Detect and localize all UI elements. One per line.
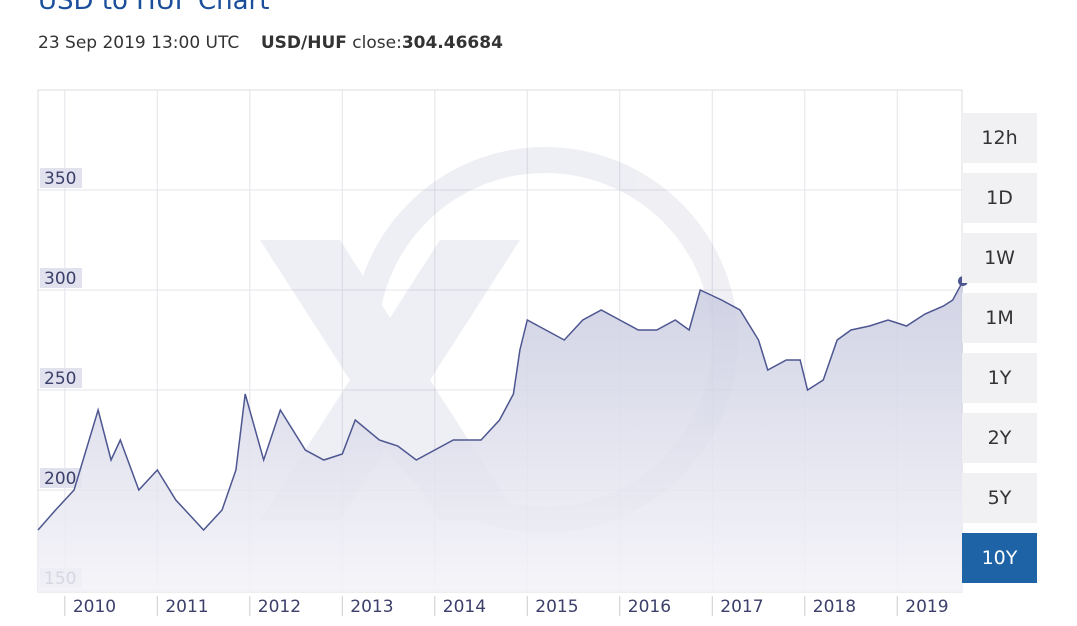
- range-button[interactable]: 5Y: [962, 473, 1037, 523]
- y-tick-bg: [40, 168, 82, 188]
- x-tick-label: 2014: [443, 597, 486, 617]
- range-button[interactable]: 1D: [962, 173, 1037, 223]
- y-tick-bg: [40, 368, 82, 388]
- chart-title: USD to HUF Chart: [38, 0, 270, 16]
- range-button[interactable]: 1M: [962, 293, 1037, 343]
- pair: USD/HUF: [260, 33, 347, 53]
- area: [38, 281, 963, 592]
- x-tick-label: 2018: [813, 597, 856, 617]
- y-tick-bg: [40, 468, 82, 488]
- y-tick-label: 200: [44, 469, 76, 489]
- y-tick-label: 300: [44, 269, 76, 289]
- info-line: 23 Sep 2019 13:00 UTC USD/HUF close:304.…: [38, 33, 503, 53]
- y-tick-label: 350: [44, 169, 76, 189]
- range-button[interactable]: 2Y: [962, 413, 1037, 463]
- x-tick-label: 2011: [165, 597, 208, 617]
- x-tick-label: 2013: [350, 597, 393, 617]
- range-button[interactable]: 1Y: [962, 353, 1037, 403]
- range-button[interactable]: 12h: [962, 113, 1037, 163]
- x-tick-label: 2012: [258, 597, 301, 617]
- range-button[interactable]: 1W: [962, 233, 1037, 283]
- x-tick-label: 2015: [535, 597, 578, 617]
- x-tick-label: 2017: [720, 597, 763, 617]
- x-tick-label: 2016: [628, 597, 671, 617]
- y-tick-bg: [40, 268, 82, 288]
- close-value: 304.46684: [401, 33, 503, 53]
- close-label: close:: [352, 33, 402, 53]
- x-tick-label: 2019: [905, 597, 948, 617]
- range-button[interactable]: 10Y: [962, 533, 1037, 583]
- line: [37, 280, 964, 532]
- y-tick-label: 250: [44, 369, 76, 389]
- x-tick-label: 2010: [73, 597, 116, 617]
- timestamp: 23 Sep 2019 13:00 UTC: [38, 33, 240, 53]
